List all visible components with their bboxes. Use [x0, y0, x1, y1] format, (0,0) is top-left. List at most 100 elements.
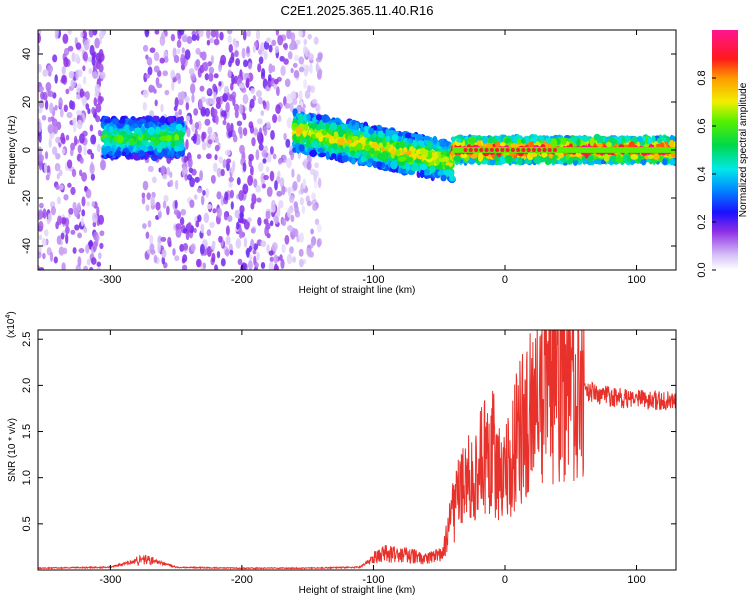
spectrogram-cell — [529, 152, 538, 158]
spectrogram-cell — [659, 142, 665, 148]
spectrogram-cell — [38, 154, 45, 162]
spectrogram-cell — [477, 152, 484, 162]
spectrogram-cell — [630, 154, 639, 160]
spectrogram-cell — [96, 261, 102, 267]
spectrogram-cell — [247, 217, 252, 223]
spectrogram-cell — [188, 167, 193, 174]
spectrogram-cell — [256, 131, 262, 142]
spectrogram-cell — [308, 136, 313, 142]
spectrogram-cell — [307, 33, 312, 40]
spectrogram-cell — [79, 88, 84, 99]
spectrogram-cell — [136, 140, 142, 146]
spectrogram-cell — [276, 190, 283, 197]
spectrogram-cell — [312, 203, 318, 212]
spectrogram-cell — [213, 38, 220, 46]
spectrogram-cell — [92, 221, 97, 228]
spectrogram-cell — [236, 120, 243, 127]
spectrogram-cell — [116, 150, 122, 158]
spectrogram-cell — [173, 209, 180, 216]
spectrogram-cell — [38, 132, 42, 143]
spectrogram-cell — [525, 159, 532, 165]
spectrogram-cell — [304, 64, 310, 73]
spectrogram-cell — [313, 36, 319, 45]
spectrogram-cell — [198, 30, 204, 38]
spectrogram-cell — [238, 228, 243, 239]
spectrogram-cell — [274, 78, 279, 85]
spectrogram-cell — [391, 134, 399, 142]
spectrogram-cell — [308, 53, 314, 61]
spectrogram-cell — [329, 122, 338, 131]
spectrogram-cell — [298, 144, 305, 152]
spectrogram-cell — [196, 187, 203, 194]
spectrogram-cell — [281, 217, 287, 227]
spectrogram-cell — [266, 121, 271, 129]
spectrogram-cell — [98, 63, 104, 73]
spectrogram-cell — [220, 168, 225, 177]
spectrogram-cell — [258, 143, 264, 151]
spectrogram-cell — [262, 158, 267, 164]
spectrogram-cell — [159, 57, 165, 64]
spectrogram-cell — [404, 132, 412, 140]
spectrogram-cell — [261, 68, 266, 77]
spectrogram-cell — [405, 162, 411, 171]
spectrogram-cell — [228, 176, 234, 183]
spectrogram-cell — [277, 114, 282, 123]
spectrogram-cell — [303, 78, 308, 89]
spectrogram-cell — [275, 30, 280, 36]
spectrogram-cell — [276, 206, 281, 218]
spectrogram-cell — [243, 59, 248, 68]
spectrogram-cell — [239, 144, 245, 155]
spectrogram-cell — [83, 145, 87, 156]
spectrogram-cell — [65, 233, 69, 245]
spectrogram-cell — [278, 200, 284, 209]
spectrogram-cell — [112, 118, 119, 125]
spectrogram-cell — [442, 156, 450, 162]
spectrogram-cell — [119, 144, 126, 149]
spectrogram-cell — [162, 200, 167, 209]
spectrogram-cell — [38, 234, 43, 241]
spectrogram-cell — [56, 196, 62, 205]
spectrogram-cell — [80, 31, 84, 38]
spectrogram-cell — [258, 49, 262, 55]
spectrogram-cell — [71, 101, 76, 111]
spectrogram-cell — [55, 136, 61, 144]
spectrogram-cell — [193, 227, 197, 234]
spectrogram-cell — [304, 89, 311, 99]
spectrogram-cell — [90, 173, 96, 181]
spectrogram-cell — [242, 183, 249, 195]
colorbar-label: Normalized spectral amplitude — [738, 82, 749, 217]
spectrogram-cell — [142, 101, 147, 111]
spectrogram-cell — [174, 255, 180, 262]
spectrogram-cell — [38, 121, 42, 133]
spectrogram-cell — [193, 194, 198, 200]
spectrogram-cell — [265, 37, 272, 44]
spectrogram-cell — [279, 55, 285, 62]
spectrogram-cell — [268, 250, 274, 256]
spectrogram-cell — [187, 157, 193, 169]
spectrogram-cell — [137, 150, 145, 158]
spectrogram-cell — [49, 102, 54, 114]
spectrogram-cell — [199, 51, 204, 59]
spectrogram-cell — [38, 146, 43, 157]
spectrogram-cell — [571, 156, 579, 161]
spectrogram-cell — [93, 97, 98, 107]
spectrogram-cell — [78, 248, 85, 254]
spectrogram-cell — [239, 205, 245, 214]
spectrogram-cell — [292, 180, 298, 192]
spectrogram-cell — [45, 174, 50, 181]
spectrogram-peak — [510, 148, 515, 152]
spectrogram-cell — [207, 61, 212, 67]
spectrogram-cell — [242, 112, 247, 121]
spectrogram-cell — [38, 63, 42, 73]
spectrogram-cell — [79, 133, 85, 144]
spectrogram-cell — [277, 34, 284, 46]
spectrogram-cell — [81, 172, 88, 182]
spectrogram-cell — [287, 51, 293, 60]
spectrogram-cell — [303, 38, 308, 45]
spectrogram-cell — [482, 136, 488, 144]
spectrogram-cell — [624, 135, 630, 143]
spectrogram-cell — [191, 93, 195, 103]
spectrogram-cell — [222, 159, 227, 169]
spectrogram-cell — [204, 73, 209, 81]
